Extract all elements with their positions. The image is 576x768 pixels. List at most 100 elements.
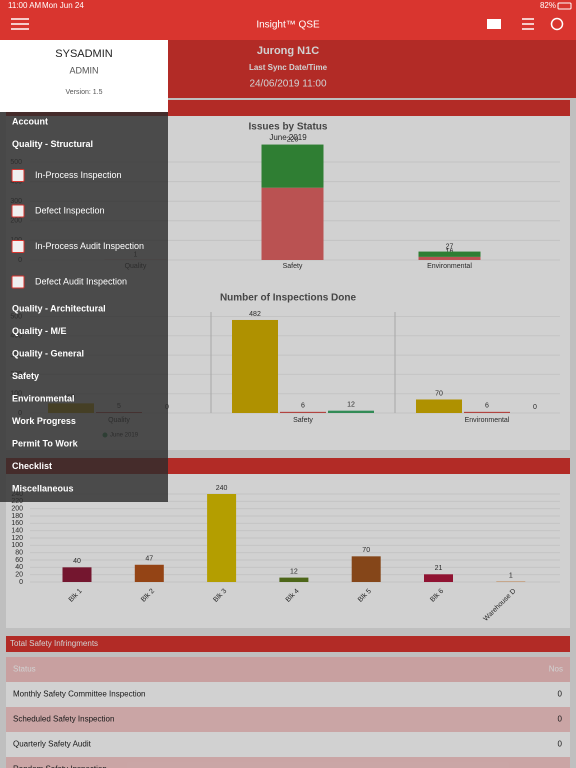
bar [279, 577, 309, 582]
menu-section[interactable]: Quality - Structural [12, 139, 93, 149]
section-header [6, 636, 570, 652]
menu-section[interactable]: Permit To Work [12, 438, 79, 448]
value-label: 1 [509, 572, 513, 579]
user-role: ADMIN [70, 65, 99, 75]
bar-segment [418, 251, 481, 257]
value-label: 27 [446, 243, 454, 250]
refresh-button[interactable] [550, 17, 564, 31]
x-tick-label: Environmental [465, 417, 510, 424]
bar-segment [261, 187, 324, 260]
y-tick-label: 20 [15, 572, 23, 579]
bar [207, 494, 237, 582]
bar-segment [418, 256, 481, 260]
bar [280, 411, 326, 413]
value-label: 40 [73, 558, 81, 565]
menu-section[interactable]: Checklist [12, 461, 52, 471]
value-label: 47 [145, 556, 153, 563]
project-name: Jurong N1C [257, 45, 319, 57]
sync-label: Last Sync Date/Time [249, 63, 328, 72]
table-cell: Quarterly Safety Audit [13, 740, 92, 749]
menu-icon [11, 240, 25, 253]
user-name: SYSADMIN [55, 48, 113, 60]
chart-title: Issues by Status [249, 122, 328, 133]
menu-icon [11, 204, 25, 218]
table-row [6, 682, 570, 707]
y-tick-label: 0 [19, 579, 23, 586]
menu-button[interactable] [11, 18, 29, 30]
bar [62, 567, 92, 582]
menu-item[interactable]: In-Process Audit Inspection [35, 241, 144, 251]
bar [328, 410, 374, 413]
nav-bar [0, 0, 576, 40]
menu-item[interactable]: In-Process Inspection [35, 170, 122, 180]
table-title: Total Safety Infringments [10, 639, 98, 648]
column-header: Nos [549, 665, 563, 674]
menu-icon [11, 169, 25, 182]
y-tick-label: 60 [15, 557, 23, 564]
y-tick-label: 40 [15, 564, 23, 571]
bar [134, 564, 164, 582]
table-header [6, 657, 570, 682]
table-cell: 0 [558, 715, 563, 724]
table-row [6, 707, 570, 732]
bar [232, 319, 278, 413]
menu-item[interactable]: Defect Inspection [35, 205, 105, 215]
list-button[interactable] [522, 18, 534, 30]
menu-section[interactable]: Quality - General [12, 348, 84, 358]
app-version: Version: 1.5 [66, 89, 103, 96]
menu-section[interactable]: Quality - M/E [12, 326, 67, 336]
table-cell: Monthly Safety Committee Inspection [13, 690, 146, 699]
table-cell: 0 [558, 740, 563, 749]
value-label: 12 [347, 402, 355, 409]
chart-title: Number of Inspections Done [220, 293, 357, 304]
y-tick-label: 180 [11, 513, 23, 520]
status-time: 11:00 AM [8, 1, 42, 10]
value-label: 6 [301, 403, 305, 410]
value-label: 482 [249, 311, 261, 318]
y-tick-label: 160 [11, 520, 23, 527]
bar [416, 399, 462, 413]
x-tick-label: Environmental [427, 263, 472, 270]
user-box [0, 40, 168, 112]
value-label: 70 [362, 547, 370, 554]
menu-item[interactable]: Defect Audit Inspection [35, 276, 127, 286]
nav-title: Insight™ QSE [256, 20, 320, 31]
menu-section[interactable]: Safety [12, 371, 39, 381]
bar-segment [261, 144, 324, 188]
table-cell: Scheduled Safety Inspection [13, 715, 114, 724]
value-label: 12 [290, 568, 298, 575]
menu-section[interactable]: Quality - Architectural [12, 303, 106, 313]
bar [351, 556, 381, 582]
battery-icon [557, 2, 572, 10]
value-label: 0 [533, 404, 537, 411]
menu-section[interactable]: Environmental [12, 393, 75, 403]
status-battery: 82% [540, 1, 556, 10]
column-header: Status [13, 665, 36, 674]
y-tick-label: 200 [11, 506, 23, 513]
status-date: Mon Jun 24 [42, 1, 84, 10]
x-tick-label: Safety [293, 417, 313, 424]
y-tick-label: 80 [15, 550, 23, 557]
value-label: 6 [485, 403, 489, 410]
value-label: 70 [435, 390, 443, 397]
y-tick-label: 140 [11, 528, 23, 535]
value-label: 240 [216, 485, 228, 492]
y-tick-label: 120 [11, 535, 23, 542]
inbox-button[interactable] [487, 19, 501, 29]
y-tick-label: 100 [11, 542, 23, 549]
value-label: 220 [287, 136, 299, 143]
x-tick-label: Safety [283, 263, 303, 270]
table-cell: 0 [558, 690, 563, 699]
menu-section[interactable]: Miscellaneous [12, 483, 74, 493]
value-label: 21 [435, 565, 443, 572]
table-row [6, 757, 570, 768]
bar [424, 574, 453, 582]
menu-section[interactable]: Account [12, 116, 48, 126]
menu-section[interactable]: Work Progress [12, 416, 76, 426]
sync-value: 24/06/2019 11:00 [249, 79, 327, 90]
table-row [6, 732, 570, 757]
side-menu [0, 112, 168, 502]
chart-subtitle: June 2019 [269, 133, 307, 142]
menu-icon [11, 275, 25, 289]
